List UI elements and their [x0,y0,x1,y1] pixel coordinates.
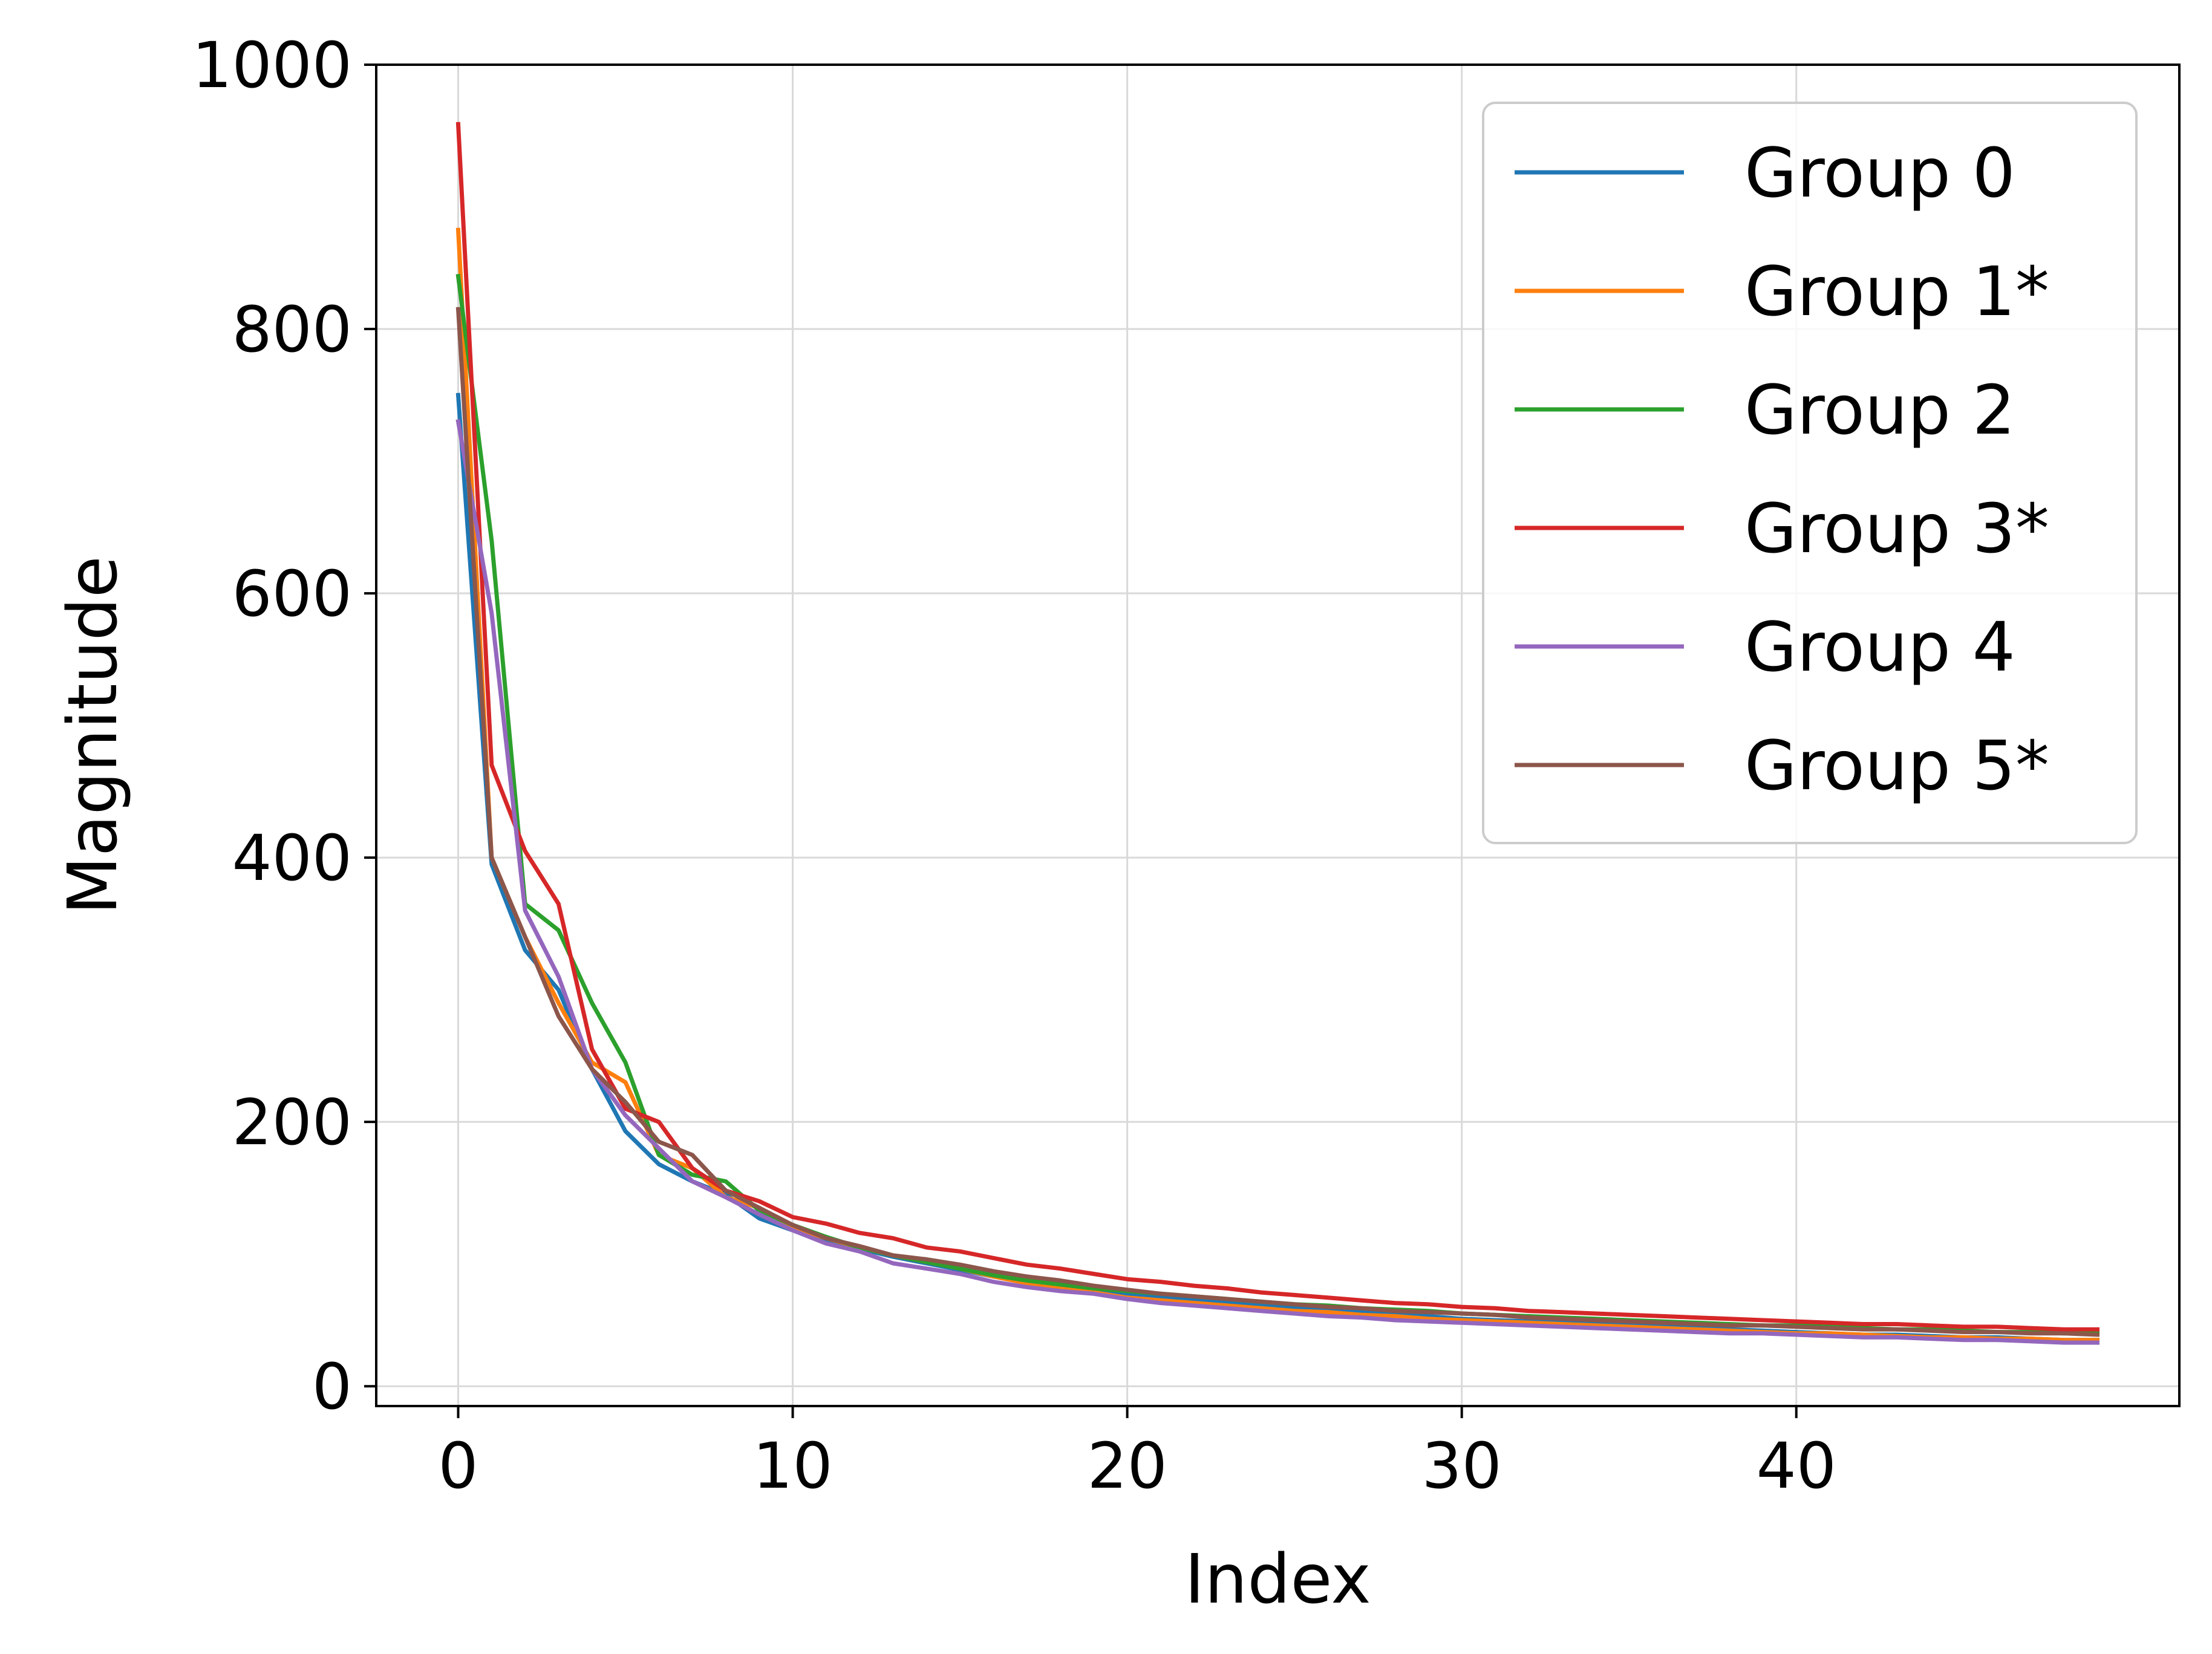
x-tick-label: 10 [752,1429,832,1503]
x-tick-label: 40 [1757,1429,1836,1503]
y-tick-label: 800 [232,293,352,366]
legend-label-5: Group 5* [1744,727,2049,806]
x-tick-label: 20 [1087,1429,1167,1503]
series-lines [455,122,2100,1345]
legend-label-1: Group 1* [1744,253,2049,331]
y-tick-label: 200 [232,1086,352,1159]
y-tick-label: 600 [232,557,352,631]
y-tick-label: 1000 [192,28,352,102]
series-line-5 [455,307,2100,1337]
y-axis-title: Magnitude [54,556,132,914]
legend: Group 0 Group 1* Group 2 Group 3* Group 4 Gro… [1482,102,2138,844]
plot-frame [375,63,2181,1407]
series-line-4 [455,418,2099,1345]
legend-box [1482,102,2138,844]
y-tick-label: 400 [232,821,352,895]
legend-label-4: Group 4 [1744,608,2015,687]
x-tick-label: 30 [1422,1429,1502,1503]
legend-label-0: Group 0 [1744,134,2015,213]
legend-label-2: Group 2 [1744,371,2015,450]
legend-label-3: Group 3* [1744,490,2049,568]
x-axis-title: Index [1184,1540,1371,1619]
y-tick-label: 0 [312,1350,352,1424]
x-tick-label: 0 [438,1429,478,1503]
